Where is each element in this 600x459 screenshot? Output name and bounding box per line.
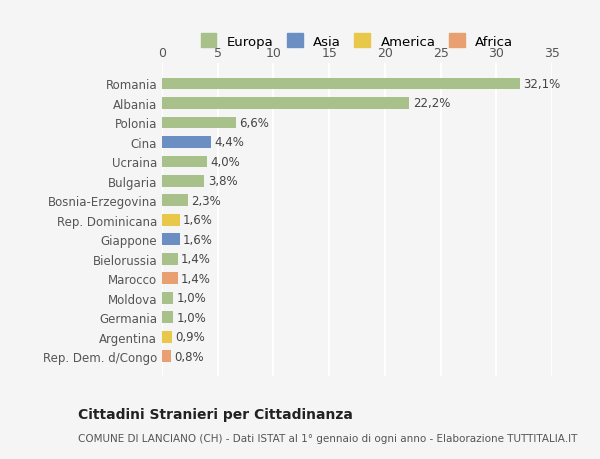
Bar bbox=[162, 292, 173, 304]
Text: 6,6%: 6,6% bbox=[239, 117, 269, 129]
Bar bbox=[162, 273, 178, 285]
Bar bbox=[162, 176, 205, 187]
Text: 4,0%: 4,0% bbox=[210, 156, 239, 168]
Text: 0,8%: 0,8% bbox=[174, 350, 204, 363]
Legend: Europa, Asia, America, Africa: Europa, Asia, America, Africa bbox=[197, 30, 517, 52]
Text: COMUNE DI LANCIANO (CH) - Dati ISTAT al 1° gennaio di ogni anno - Elaborazione T: COMUNE DI LANCIANO (CH) - Dati ISTAT al … bbox=[78, 433, 577, 442]
Bar bbox=[162, 195, 188, 207]
Text: 1,4%: 1,4% bbox=[181, 253, 211, 266]
Bar bbox=[162, 253, 178, 265]
Text: 22,2%: 22,2% bbox=[413, 97, 450, 110]
Text: 1,6%: 1,6% bbox=[183, 233, 213, 246]
Text: 2,3%: 2,3% bbox=[191, 195, 221, 207]
Bar bbox=[162, 137, 211, 148]
Text: 1,4%: 1,4% bbox=[181, 272, 211, 285]
Text: Cittadini Stranieri per Cittadinanza: Cittadini Stranieri per Cittadinanza bbox=[78, 407, 353, 421]
Text: 3,8%: 3,8% bbox=[208, 175, 238, 188]
Bar bbox=[162, 118, 236, 129]
Text: 0,9%: 0,9% bbox=[175, 330, 205, 343]
Text: 1,0%: 1,0% bbox=[176, 311, 206, 324]
Bar bbox=[162, 98, 409, 110]
Text: 4,4%: 4,4% bbox=[214, 136, 244, 149]
Bar bbox=[162, 156, 206, 168]
Bar bbox=[162, 78, 520, 90]
Bar bbox=[162, 234, 180, 246]
Bar bbox=[162, 214, 180, 226]
Text: 1,6%: 1,6% bbox=[183, 214, 213, 227]
Bar bbox=[162, 331, 172, 343]
Bar bbox=[162, 351, 171, 362]
Bar bbox=[162, 312, 173, 323]
Text: 32,1%: 32,1% bbox=[523, 78, 560, 91]
Text: 1,0%: 1,0% bbox=[176, 291, 206, 304]
